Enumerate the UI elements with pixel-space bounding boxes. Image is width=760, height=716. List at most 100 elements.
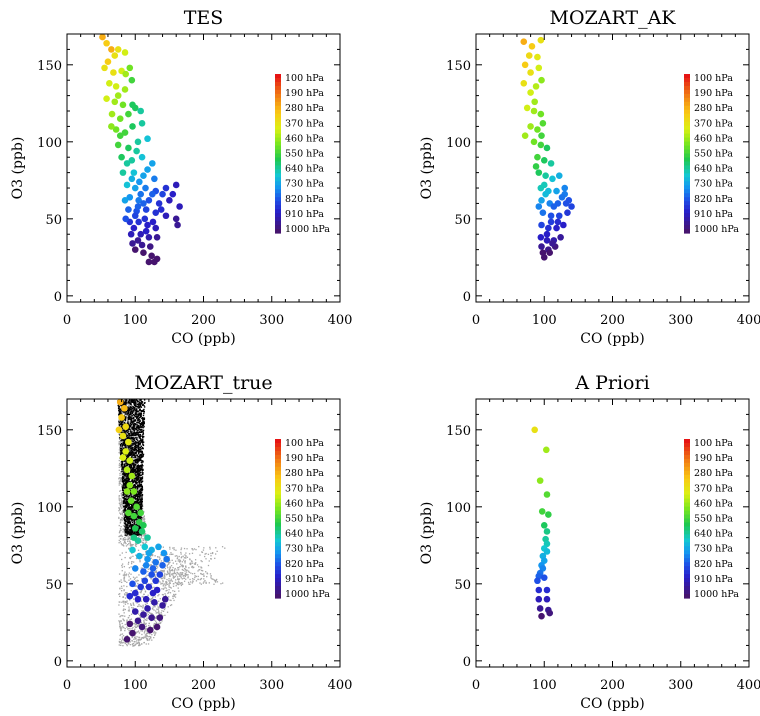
- cloud-point-dense: [122, 423, 124, 426]
- cloud-point: [121, 642, 124, 644]
- cloud-point-dense: [124, 418, 127, 420]
- cloud-point: [158, 620, 161, 623]
- cloud-point: [123, 573, 126, 575]
- colorbar-label: 730 hPa: [694, 179, 733, 190]
- cloud-point-dense: [127, 530, 130, 532]
- cloud-point: [187, 581, 190, 584]
- cloud-point-dense: [132, 429, 135, 431]
- cloud-point: [139, 644, 141, 646]
- scatter-point: [134, 237, 142, 244]
- cloud-point-dense: [124, 508, 127, 510]
- cloud-point: [164, 594, 167, 597]
- cloud-point: [124, 526, 126, 528]
- cloud-point: [146, 602, 148, 605]
- cloud-point: [176, 555, 178, 557]
- cloud-point: [180, 551, 182, 554]
- scatter-point: [112, 126, 120, 133]
- cloud-point-dense: [122, 429, 124, 432]
- cloud-point-dense: [140, 469, 143, 471]
- cloud-point-dense: [125, 454, 127, 456]
- cloud-point-dense: [133, 502, 135, 505]
- cloud-point: [151, 613, 153, 615]
- scatter-point: [138, 120, 146, 127]
- cloud-point-dense: [128, 447, 131, 449]
- cloud-point: [166, 583, 169, 585]
- cloud-point-dense: [136, 481, 138, 484]
- cloud-point: [126, 585, 128, 588]
- cloud-point: [160, 560, 163, 562]
- cloud-point-dense: [126, 521, 129, 523]
- cloud-point-dense: [130, 416, 132, 418]
- cloud-point: [138, 644, 140, 647]
- cloud-point: [205, 571, 207, 573]
- cloud-point-dense: [135, 426, 138, 428]
- cloud-point: [198, 569, 200, 571]
- cloud-point: [169, 567, 171, 570]
- scatter-point: [141, 215, 149, 223]
- cloud-point-dense: [128, 447, 130, 449]
- cloud-point: [163, 583, 165, 585]
- cloud-point: [120, 506, 122, 508]
- cloud-point: [119, 519, 122, 521]
- scatter-point: [521, 61, 529, 69]
- cloud-point: [200, 566, 202, 568]
- cloud-point: [145, 628, 147, 630]
- cloud-point: [180, 565, 183, 567]
- cloud-point: [141, 633, 143, 636]
- cloud-point: [126, 619, 128, 622]
- cloud-point: [150, 577, 152, 580]
- cloud-point-dense: [126, 475, 128, 477]
- cloud-point-dense: [134, 449, 136, 451]
- cloud-point: [168, 596, 170, 598]
- cloud-point-dense: [127, 415, 130, 417]
- cloud-point-dense: [135, 423, 137, 425]
- cloud-point: [120, 629, 122, 631]
- cloud-point-dense: [127, 412, 130, 415]
- cloud-point: [181, 561, 184, 563]
- colorbar-segment: [275, 133, 281, 139]
- cloud-point: [139, 616, 141, 619]
- cloud-point: [135, 519, 137, 522]
- cloud-point-dense: [135, 511, 138, 514]
- scatter-point: [144, 135, 151, 143]
- cloud-point-dense: [136, 495, 138, 497]
- cloud-point: [121, 535, 123, 538]
- cloud-point: [180, 553, 182, 555]
- cloud-point: [154, 555, 156, 557]
- cloud-point: [193, 566, 195, 568]
- cloud-point: [146, 619, 148, 621]
- cloud-point: [147, 568, 150, 570]
- cloud-point: [161, 570, 163, 572]
- colorbar-segment: [275, 181, 281, 186]
- cloud-point: [145, 541, 148, 543]
- cloud-point: [153, 586, 155, 588]
- cloud-point: [131, 636, 133, 639]
- cloud-point: [123, 438, 126, 440]
- cloud-point-dense: [131, 422, 134, 424]
- cloud-point: [211, 578, 213, 580]
- cloud-point-dense: [129, 418, 132, 421]
- cloud-point-dense: [123, 508, 126, 510]
- cloud-point-dense: [123, 439, 126, 441]
- cloud-point-dense: [138, 420, 141, 423]
- cloud-point-dense: [135, 431, 138, 433]
- cloud-point: [146, 615, 148, 617]
- cloud-point: [120, 502, 123, 504]
- cloud-point: [169, 553, 171, 556]
- cloud-point-dense: [130, 410, 132, 413]
- cloud-point-dense: [132, 506, 134, 509]
- cloud-point: [118, 620, 120, 622]
- cloud-point: [151, 553, 153, 555]
- cloud-point: [210, 555, 212, 557]
- cloud-point: [118, 613, 120, 615]
- cloud-point: [216, 581, 219, 583]
- cloud-point: [193, 578, 195, 581]
- cloud-point-dense: [132, 467, 135, 469]
- cloud-point: [183, 577, 185, 580]
- colorbar-segment: [275, 93, 281, 99]
- scatter-point: [538, 197, 545, 204]
- cloud-point-dense: [125, 416, 127, 418]
- cloud-point-dense: [129, 430, 132, 432]
- scatter-point: [121, 86, 129, 93]
- scatter-point: [137, 190, 145, 198]
